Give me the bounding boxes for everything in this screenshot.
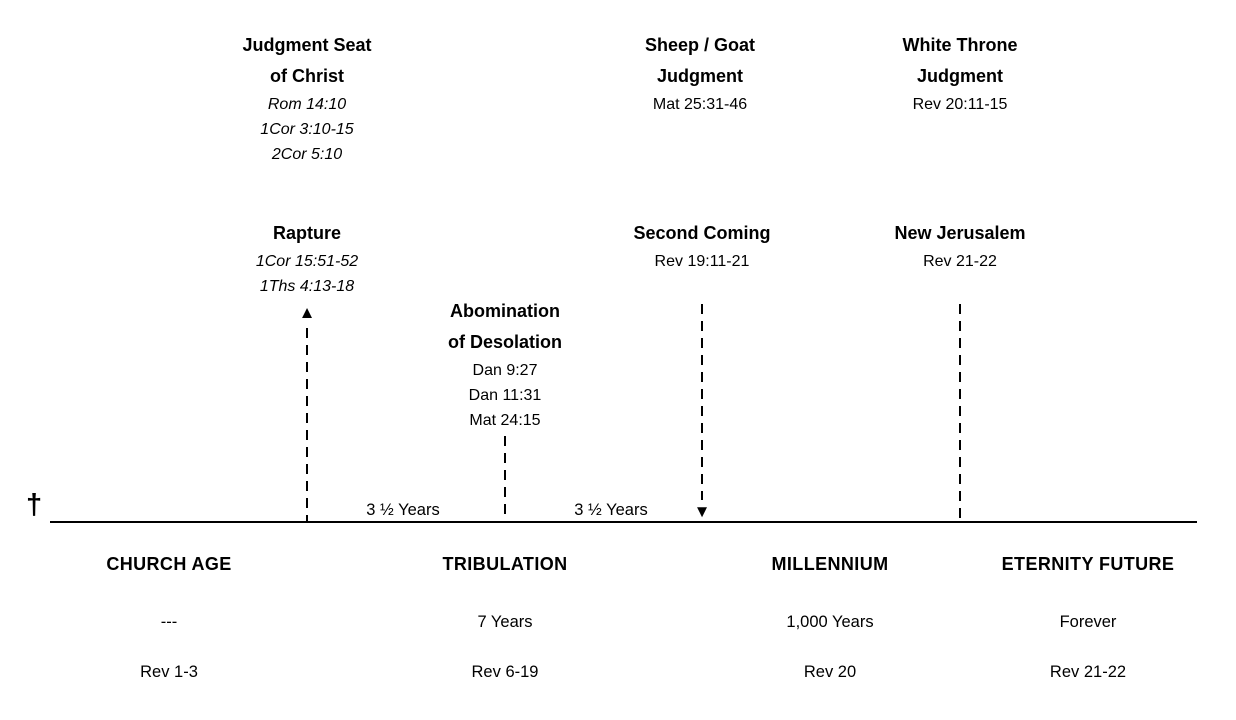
scripture-ref: Mat 25:31-46 (652, 96, 748, 113)
event-second-coming: Second Coming Rev 19:11-21 (633, 218, 770, 274)
era-reference: Rev 20 (803, 663, 857, 681)
rapture-connector-line (306, 328, 308, 521)
event-new-jerusalem-title: New Jerusalem (894, 223, 1026, 243)
event-abomination-title-line2: of Desolation (447, 332, 563, 352)
scripture-ref: Dan 9:27 (472, 362, 538, 379)
era-duration: --- (160, 613, 178, 631)
scripture-ref: 1Cor 15:51-52 (255, 253, 359, 270)
up-arrow-icon: ▲ (298, 303, 316, 322)
era-name: ETERNITY FUTURE (1001, 554, 1175, 574)
event-judgment-seat: Judgment Seat of Christ Rom 14:10 1Cor 3… (242, 30, 371, 167)
scripture-ref: 1Cor 3:10-15 (260, 121, 354, 138)
era-name: TRIBULATION (442, 554, 568, 574)
event-white-throne-title-line2: Judgment (916, 66, 1003, 86)
scripture-ref: Rev 20:11-15 (912, 96, 1008, 113)
scripture-ref: Mat 24:15 (469, 412, 541, 429)
era-duration: 1,000 Years (786, 613, 874, 631)
era-reference: Rev 21-22 (1049, 663, 1127, 681)
abomination-connector-line (504, 436, 506, 521)
timeline-axis (50, 521, 1197, 523)
era-reference: Rev 6-19 (471, 663, 539, 681)
event-second-coming-title: Second Coming (633, 223, 771, 243)
scripture-ref: Dan 11:31 (468, 387, 542, 404)
era-eternity-future: ETERNITY FUTURE Forever Rev 21-22 (1002, 555, 1175, 681)
event-abomination-of-desolation: Abomination of Desolation Dan 9:27 Dan 1… (448, 296, 562, 433)
interval-label-first-half: 3 ½ Years (366, 501, 440, 519)
down-arrow-icon: ▼ (693, 502, 711, 521)
era-name: CHURCH AGE (106, 554, 232, 574)
event-judgment-seat-title-line2: of Christ (270, 66, 344, 86)
event-sheep-goat-title-line1: Sheep / Goat (644, 35, 756, 55)
scripture-ref: 2Cor 5:10 (271, 146, 343, 163)
scripture-ref: 1Ths 4:13-18 (259, 278, 355, 295)
event-sheep-goat-title-line2: Judgment (656, 66, 743, 86)
era-tribulation: TRIBULATION 7 Years Rev 6-19 (442, 555, 567, 681)
era-church-age: CHURCH AGE --- Rev 1-3 (106, 555, 231, 681)
era-name: MILLENNIUM (771, 554, 889, 574)
interval-label-second-half: 3 ½ Years (574, 501, 648, 519)
era-reference: Rev 1-3 (140, 663, 198, 681)
event-rapture: Rapture 1Cor 15:51-52 1Ths 4:13-18 (256, 218, 358, 299)
event-sheep-goat-judgment: Sheep / Goat Judgment Mat 25:31-46 (645, 30, 755, 117)
scripture-ref: Rev 21-22 (923, 253, 997, 270)
cross-icon: † (26, 489, 43, 521)
era-duration: 7 Years (477, 613, 533, 631)
event-white-throne-title-line1: White Throne (902, 35, 1018, 55)
event-judgment-seat-title-line1: Judgment Seat (242, 35, 372, 55)
event-abomination-title-line1: Abomination (449, 301, 560, 321)
era-duration: Forever (1059, 613, 1117, 631)
new-jerusalem-connector-line (959, 304, 961, 521)
event-new-jerusalem: New Jerusalem Rev 21-22 (894, 218, 1025, 274)
event-rapture-title: Rapture (272, 223, 342, 243)
scripture-ref: Rev 19:11-21 (654, 253, 750, 270)
era-millennium: MILLENNIUM 1,000 Years Rev 20 (772, 555, 889, 681)
second-coming-connector-line (701, 304, 703, 500)
event-white-throne-judgment: White Throne Judgment Rev 20:11-15 (903, 30, 1018, 117)
scripture-ref: Rom 14:10 (267, 96, 347, 113)
